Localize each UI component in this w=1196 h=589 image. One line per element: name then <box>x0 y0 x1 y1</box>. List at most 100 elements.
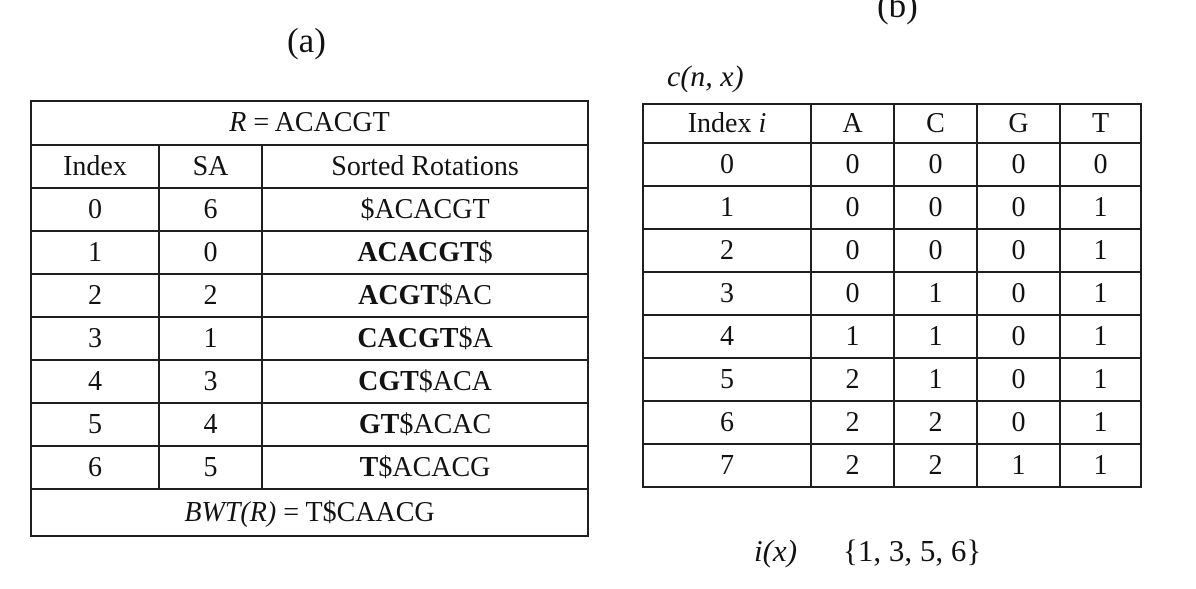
cell-rotation: CACGT$A <box>260 316 590 361</box>
cell-count-a: 1 <box>810 314 895 359</box>
index-set-line: i(x) {1, 3, 5, 6} <box>754 533 981 569</box>
cell-index: 0 <box>30 187 160 232</box>
cell-index: 0 <box>642 142 812 187</box>
column-header-t: T <box>1059 103 1142 144</box>
cell-index: 4 <box>30 359 160 404</box>
cell-index: 4 <box>642 314 812 359</box>
cell-count-g: 0 <box>976 142 1061 187</box>
bwt-function: BWT(R) <box>184 496 277 528</box>
cell-count-t: 1 <box>1059 228 1142 273</box>
table-row: R = ACACGT <box>29 100 590 146</box>
table-row: 1 0 ACACGT$ <box>30 230 590 275</box>
occurrence-count-label: c(n, x) <box>667 60 744 93</box>
cell-index: 2 <box>642 228 812 273</box>
cell-count-t: 1 <box>1059 271 1142 316</box>
column-header-sorted-rotations: Sorted Rotations <box>260 144 590 189</box>
cell-count-a: 0 <box>810 228 895 273</box>
cell-rotation: ACGT$AC <box>260 273 590 318</box>
cell-count-c: 0 <box>893 185 978 230</box>
cell-index: 6 <box>642 400 812 445</box>
cell-count-t: 1 <box>1059 185 1142 230</box>
cell-sa: 4 <box>158 402 263 447</box>
cell-rotation: ACACGT$ <box>260 230 590 275</box>
cell-count-g: 0 <box>976 228 1061 273</box>
table-row: 2 0 0 0 1 <box>642 228 1142 273</box>
table-occurrence-counts: Index i A C G T 0 0 0 0 0 1 0 0 0 1 2 <box>642 103 1142 488</box>
bwt-result: BWT(R) = T$CAACG <box>29 488 590 537</box>
cell-count-g: 0 <box>976 185 1061 230</box>
cell-rotation: GT$ACAC <box>260 402 590 447</box>
cell-count-t: 1 <box>1059 400 1142 445</box>
cell-index: 3 <box>642 271 812 316</box>
table-row: Index SA Sorted Rotations <box>30 144 590 189</box>
cell-rotation: CGT$ACA <box>260 359 590 404</box>
cell-count-c: 0 <box>893 142 978 187</box>
cell-sa: 2 <box>158 273 263 318</box>
cell-sa: 6 <box>158 187 263 232</box>
column-header-c: C <box>893 103 978 144</box>
cell-index: 1 <box>30 230 160 275</box>
cell-count-a: 0 <box>810 271 895 316</box>
cell-index: 1 <box>642 185 812 230</box>
reference-string-var: R <box>229 107 247 138</box>
cell-count-a: 2 <box>810 400 895 445</box>
table-row: 0 0 0 0 0 <box>642 142 1142 187</box>
cell-index: 2 <box>30 273 160 318</box>
cell-count-t: 1 <box>1059 357 1142 402</box>
column-header-sa: SA <box>158 144 263 189</box>
cell-count-c: 1 <box>893 314 978 359</box>
table-sorted-rotations: R = ACACGT Index SA Sorted Rotations 0 6… <box>29 100 590 537</box>
table-row: Index i A C G T <box>642 103 1142 144</box>
cell-count-g: 0 <box>976 357 1061 402</box>
table-row: 4 1 1 0 1 <box>642 314 1142 359</box>
cell-count-g: 0 <box>976 314 1061 359</box>
cell-count-c: 1 <box>893 271 978 316</box>
cell-count-a: 0 <box>810 142 895 187</box>
cell-sa: 1 <box>158 316 263 361</box>
subfigure-caption-a: (a) <box>287 21 326 60</box>
cell-sa: 3 <box>158 359 263 404</box>
column-header-index-i: Index i <box>642 103 812 144</box>
subfigure-caption-b: (b) <box>877 0 918 25</box>
cell-count-a: 0 <box>810 185 895 230</box>
cell-rotation: $ACACGT <box>260 187 590 232</box>
cell-index: 7 <box>642 443 812 488</box>
cell-count-c: 2 <box>893 400 978 445</box>
table-row: 6 5 T$ACACG <box>30 445 590 490</box>
cell-count-g: 0 <box>976 400 1061 445</box>
index-set-function: i(x) <box>754 533 798 568</box>
table-row: 4 3 CGT$ACA <box>30 359 590 404</box>
cell-count-c: 1 <box>893 357 978 402</box>
table-row: 3 0 1 0 1 <box>642 271 1142 316</box>
cell-count-c: 2 <box>893 443 978 488</box>
cell-count-g: 1 <box>976 443 1061 488</box>
cell-count-t: 1 <box>1059 314 1142 359</box>
cell-count-t: 1 <box>1059 443 1142 488</box>
table-row: 5 4 GT$ACAC <box>30 402 590 447</box>
index-set-values: {1, 3, 5, 6} <box>843 533 982 568</box>
table-row: BWT(R) = T$CAACG <box>29 488 590 537</box>
cell-sa: 5 <box>158 445 263 490</box>
table-row: 2 2 ACGT$AC <box>30 273 590 318</box>
table-row: 3 1 CACGT$A <box>30 316 590 361</box>
cell-count-c: 0 <box>893 228 978 273</box>
cell-sa: 0 <box>158 230 263 275</box>
cell-count-a: 2 <box>810 443 895 488</box>
table-a-title: R = ACACGT <box>29 100 590 146</box>
cell-index: 5 <box>642 357 812 402</box>
cell-index: 6 <box>30 445 160 490</box>
column-header-g: G <box>976 103 1061 144</box>
column-header-a: A <box>810 103 895 144</box>
cell-count-g: 0 <box>976 271 1061 316</box>
table-row: 5 2 1 0 1 <box>642 357 1142 402</box>
reference-string-value: = ACACGT <box>246 107 390 138</box>
table-row: 1 0 0 0 1 <box>642 185 1142 230</box>
cell-index: 3 <box>30 316 160 361</box>
cell-rotation: T$ACACG <box>260 445 590 490</box>
cell-count-a: 2 <box>810 357 895 402</box>
table-row: 0 6 $ACACGT <box>30 187 590 232</box>
column-header-index: Index <box>30 144 160 189</box>
cell-index: 5 <box>30 402 160 447</box>
cell-count-t: 0 <box>1059 142 1142 187</box>
bwt-value: = T$CAACG <box>276 496 435 528</box>
